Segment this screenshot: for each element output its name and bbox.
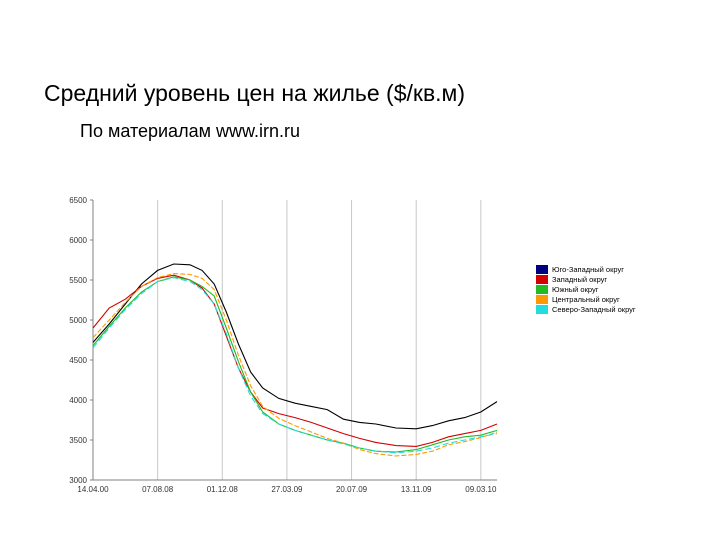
legend-item: Юго-Западный округ (536, 264, 636, 274)
legend-label: Юго-Западный округ (552, 264, 624, 274)
legend-label: Северо-Западный округ (552, 304, 636, 314)
x-tick-label: 13.11.09 (401, 485, 432, 494)
y-tick-label: 4000 (69, 396, 87, 405)
legend-label: Центральный округ (552, 294, 620, 304)
legend-item: Северо-Западный округ (536, 304, 636, 314)
legend-item: Центральный округ (536, 294, 636, 304)
x-tick-label: 09.03.10 (465, 485, 497, 494)
legend-swatch (536, 264, 548, 274)
y-tick-label: 6500 (69, 196, 87, 205)
x-tick-label: 07.08.08 (142, 485, 174, 494)
legend-swatch (536, 274, 548, 284)
legend-swatch (536, 284, 548, 294)
chart-legend: Юго-Западный округ Западный округ Южный ок… (536, 264, 636, 314)
y-tick-label: 3500 (69, 436, 87, 445)
x-tick-label: 01.12.08 (207, 485, 239, 494)
slide-title: Средний уровень цен на жилье ($/кв.м) (44, 80, 466, 106)
y-tick-label: 6000 (69, 236, 87, 245)
x-tick-label: 27.03.09 (271, 485, 303, 494)
x-tick-label: 20.07.09 (336, 485, 368, 494)
legend-item: Западный округ (536, 274, 636, 284)
y-tick-label: 4500 (69, 356, 87, 365)
y-tick-label: 5000 (69, 316, 87, 325)
legend-swatch (536, 294, 548, 304)
price-line-chart: 3000 3500 4000 4500 5000 5500 6000 6500 14.04.00… (69, 196, 498, 494)
series-line (92, 263, 498, 430)
series-line (92, 274, 498, 447)
y-tick-label: 5500 (69, 276, 87, 285)
legend-label: Западный округ (552, 274, 608, 284)
series-line (92, 277, 498, 454)
x-tick-label: 14.04.00 (77, 485, 109, 494)
series-line (92, 273, 498, 457)
legend-swatch (536, 304, 548, 314)
legend-label: Южный округ (552, 284, 599, 294)
slide-subtitle: По материалам www.irn.ru (80, 121, 300, 141)
legend-item: Южный округ (536, 284, 636, 294)
y-tick-label: 3000 (69, 476, 87, 485)
